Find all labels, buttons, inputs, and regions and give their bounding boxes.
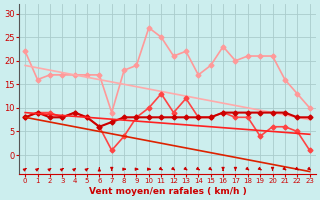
X-axis label: Vent moyen/en rafales ( km/h ): Vent moyen/en rafales ( km/h ): [89, 187, 246, 196]
